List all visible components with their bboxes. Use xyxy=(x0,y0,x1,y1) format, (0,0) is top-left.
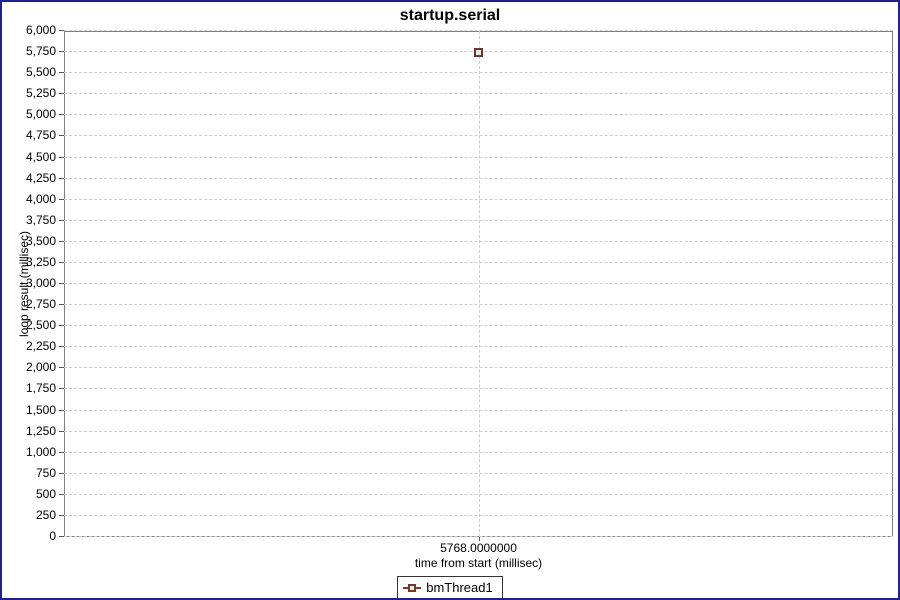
y-tick-mark xyxy=(59,283,64,284)
legend-label: bmThread1 xyxy=(426,580,493,595)
x-tick-mark xyxy=(478,537,480,541)
y-tick-label: 250 xyxy=(35,507,56,522)
data-point-marker xyxy=(474,47,483,57)
y-tick-mark xyxy=(59,514,64,516)
y-tick-label: 3,500 xyxy=(25,233,56,248)
y-tick-label: 0 xyxy=(49,529,56,543)
y-tick-label: 1,750 xyxy=(25,381,56,396)
y-tick-mark xyxy=(59,536,64,537)
chart-title: startup.serial xyxy=(399,7,501,24)
y-tick-label: 1,500 xyxy=(25,402,56,417)
y-tick-label: 5,750 xyxy=(25,44,56,59)
y-tick-label: 2,000 xyxy=(25,360,56,375)
y-tick-label: 1,000 xyxy=(25,444,56,459)
y-tick-label: 4,500 xyxy=(25,149,56,164)
y-tick-mark xyxy=(59,409,64,411)
series-swatch xyxy=(403,582,422,593)
y-tick-label: 3,000 xyxy=(25,276,56,290)
y-tick-mark xyxy=(59,93,64,95)
series-marker-icon xyxy=(408,583,417,592)
y-tick-mark xyxy=(59,156,64,158)
x-axis-title: time from start (millisec) xyxy=(414,556,543,570)
y-tick-label: 5,250 xyxy=(25,86,56,101)
y-tick-label: 2,500 xyxy=(25,318,56,333)
y-tick-mark xyxy=(59,346,64,348)
legend-item-bmThread1: bmThread1 xyxy=(397,576,503,598)
y-gridline xyxy=(64,30,893,31)
y-tick-label: 2,750 xyxy=(25,297,56,312)
y-tick-label: 4,000 xyxy=(25,191,56,206)
legend: bmThread1 xyxy=(2,576,898,598)
y-tick-label: 750 xyxy=(35,465,56,480)
x-gridline xyxy=(478,31,480,537)
y-tick-mark xyxy=(59,388,64,390)
y-tick-mark xyxy=(59,430,64,432)
y-tick-label: 3,250 xyxy=(25,254,56,269)
y-tick-label: 1,250 xyxy=(25,423,56,438)
y-tick-mark xyxy=(59,72,64,74)
y-tick-label: 6,000 xyxy=(25,23,56,37)
y-tick-mark xyxy=(59,30,64,31)
y-tick-mark xyxy=(59,325,64,327)
y-tick-mark xyxy=(59,219,64,221)
y-tick-label: 2,250 xyxy=(25,339,56,354)
y-tick-label: 3,750 xyxy=(25,212,56,227)
y-tick-mark xyxy=(59,493,64,495)
y-tick-mark xyxy=(59,261,64,263)
y-tick-mark xyxy=(59,51,64,53)
y-tick-label: 4,250 xyxy=(25,170,56,185)
y-tick-mark xyxy=(59,451,64,453)
y-tick-mark xyxy=(59,472,64,474)
y-tick-mark xyxy=(59,240,64,242)
y-tick-mark xyxy=(59,114,64,116)
y-tick-mark xyxy=(59,367,64,369)
y-tick-label: 4,750 xyxy=(25,128,56,143)
y-tick-mark xyxy=(59,177,64,179)
x-tick-label: 5768.0000000 xyxy=(440,541,517,555)
y-tick-mark xyxy=(59,135,64,137)
y-tick-label: 5,000 xyxy=(25,107,56,122)
y-tick-label: 5,500 xyxy=(25,65,56,80)
y-tick-label: 500 xyxy=(35,486,56,501)
y-tick-mark xyxy=(59,304,64,306)
y-tick-mark xyxy=(59,198,64,200)
